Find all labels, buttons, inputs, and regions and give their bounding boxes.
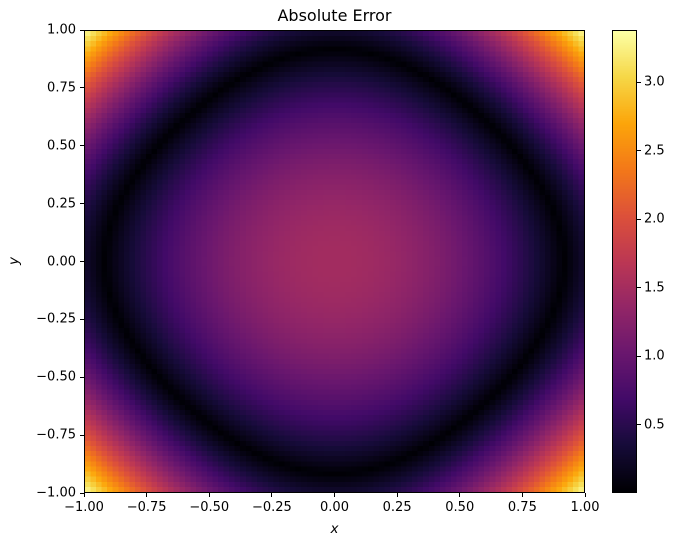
x-tick-mark xyxy=(83,493,85,497)
y-axis-label: y xyxy=(6,257,22,265)
x-tick-label: −0.25 xyxy=(251,500,292,515)
colorbar-tick-label: 2.0 xyxy=(644,211,665,227)
y-tick-label: −0.25 xyxy=(36,311,76,327)
colorbar-tick-label: 0.5 xyxy=(644,417,665,432)
y-tick-label: 0.00 xyxy=(47,254,76,269)
y-tick-label: −0.75 xyxy=(36,427,76,443)
x-axis-label: x xyxy=(330,521,339,537)
x-tick-mark xyxy=(521,493,523,497)
x-tick-mark xyxy=(208,493,210,497)
y-tick-mark xyxy=(80,376,84,378)
x-tick-mark xyxy=(334,493,335,497)
x-tick-mark xyxy=(396,493,398,497)
x-tick-mark xyxy=(459,493,461,497)
x-tick-label: 0.25 xyxy=(382,500,412,515)
y-tick-label: −0.50 xyxy=(36,369,76,385)
colorbar-tick-mark xyxy=(637,287,641,289)
colorbar-tick-label: 2.5 xyxy=(644,143,665,159)
x-tick-label: 0.75 xyxy=(507,500,537,515)
y-tick-label: 0.50 xyxy=(47,138,76,154)
colorbar xyxy=(612,30,637,493)
colorbar-tick-mark xyxy=(637,218,641,220)
x-tick-mark xyxy=(271,493,273,497)
y-tick-mark xyxy=(80,318,84,320)
x-tick-label: 0.50 xyxy=(445,500,475,515)
y-tick-mark xyxy=(80,145,84,147)
colorbar-tick-mark xyxy=(637,355,641,357)
y-tick-mark xyxy=(80,29,84,31)
x-tick-label: −0.50 xyxy=(189,500,230,515)
y-tick-label: 0.25 xyxy=(47,196,76,212)
chart-title: Absolute Error xyxy=(277,6,392,25)
y-tick-mark xyxy=(80,203,84,205)
heatmap-canvas xyxy=(85,31,584,492)
x-tick-mark xyxy=(146,493,148,497)
x-tick-label: −0.75 xyxy=(126,500,167,515)
colorbar-tick-mark xyxy=(637,150,641,152)
colorbar-canvas xyxy=(613,31,636,492)
colorbar-tick-mark xyxy=(637,81,641,83)
x-tick-label: −1.00 xyxy=(64,500,104,515)
y-tick-label: 1.00 xyxy=(47,22,76,38)
y-tick-mark xyxy=(80,261,84,262)
y-tick-label: −1.00 xyxy=(36,485,76,501)
y-tick-mark xyxy=(80,87,84,89)
y-tick-mark xyxy=(80,434,84,436)
x-tick-label: 0.00 xyxy=(320,500,349,515)
colorbar-tick-mark xyxy=(637,424,641,425)
y-tick-label: 0.75 xyxy=(47,80,76,96)
heatmap-plot-area xyxy=(84,30,585,493)
colorbar-tick-label: 3.0 xyxy=(644,74,665,90)
x-tick-mark xyxy=(584,493,586,497)
colorbar-tick-label: 1.0 xyxy=(644,348,665,364)
x-tick-label: 1.00 xyxy=(570,500,600,515)
colorbar-tick-label: 1.5 xyxy=(644,280,665,296)
y-tick-mark xyxy=(80,492,84,494)
